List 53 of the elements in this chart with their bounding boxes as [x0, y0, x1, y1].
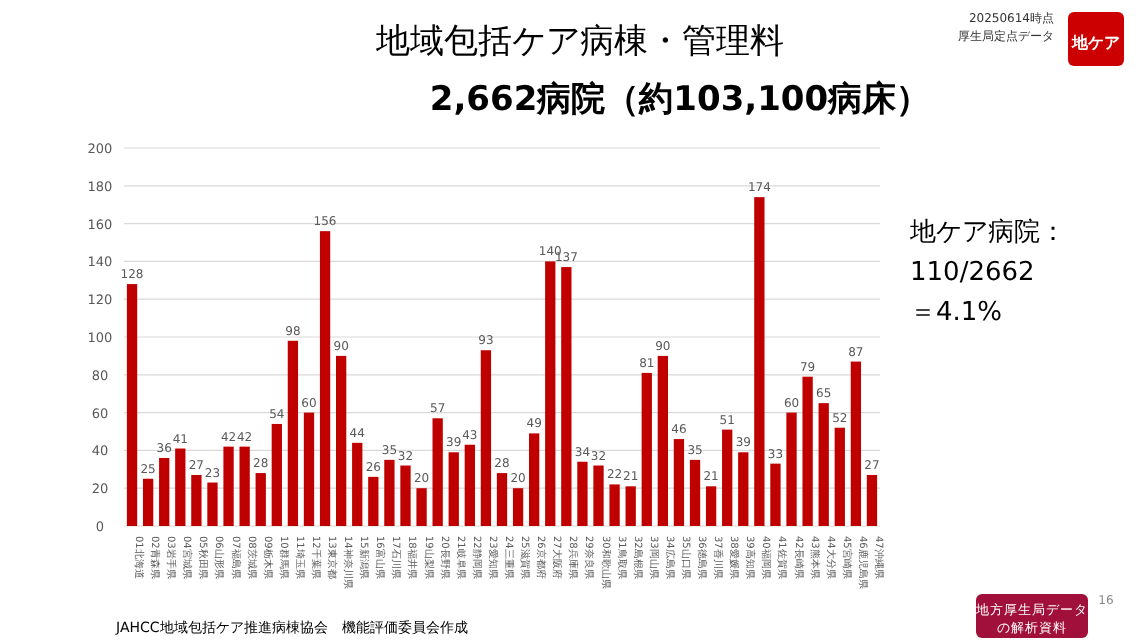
bar: [529, 433, 540, 526]
bar: [432, 418, 443, 526]
text: 110/2662: [910, 258, 1035, 288]
bar: [159, 457, 170, 526]
bar: [609, 484, 620, 526]
bar: [561, 267, 572, 526]
bar: [545, 261, 556, 526]
bar: [271, 423, 282, 526]
bar: [223, 446, 234, 526]
bar: [239, 446, 250, 526]
bar: [641, 372, 652, 526]
bar: [689, 459, 701, 526]
bar: [673, 439, 685, 526]
bar: [850, 361, 862, 526]
bar: [480, 350, 492, 526]
bar: [126, 284, 138, 526]
bar: [416, 488, 427, 526]
bar: [175, 448, 186, 526]
bar: [464, 444, 475, 526]
bar: [303, 412, 315, 526]
bar: [577, 461, 588, 526]
text: 地ケア病院：: [908, 218, 1066, 248]
bar: [738, 452, 749, 526]
bar: [287, 340, 299, 526]
bar: [866, 474, 878, 526]
bar: [625, 486, 636, 526]
bar: [207, 482, 218, 526]
bar: [496, 473, 508, 526]
bar: [448, 452, 459, 526]
bar: [255, 473, 266, 526]
bar: [336, 355, 347, 526]
bar: [593, 465, 604, 526]
bar: [352, 442, 363, 526]
bar: [834, 427, 845, 526]
bar: [705, 486, 717, 526]
bar: [722, 429, 733, 526]
bar: [384, 459, 395, 526]
bar: [786, 412, 797, 526]
bar: [400, 465, 411, 526]
bar: [657, 355, 668, 526]
chart-subtitle: 2,662病院（約103,100病床）: [429, 80, 931, 120]
bar: [142, 478, 154, 526]
bar: [754, 197, 765, 526]
bar: [818, 403, 829, 526]
bar: [802, 376, 813, 526]
text: 地ケア: [1070, 34, 1120, 52]
bar: [512, 488, 524, 526]
bar: [770, 463, 781, 526]
chart-title: 地域包括ケア病棟・管理料: [374, 22, 784, 62]
bar: [368, 476, 379, 526]
text: ＝4.1%: [910, 298, 1003, 328]
bar: [319, 231, 331, 526]
bar: [191, 474, 202, 526]
